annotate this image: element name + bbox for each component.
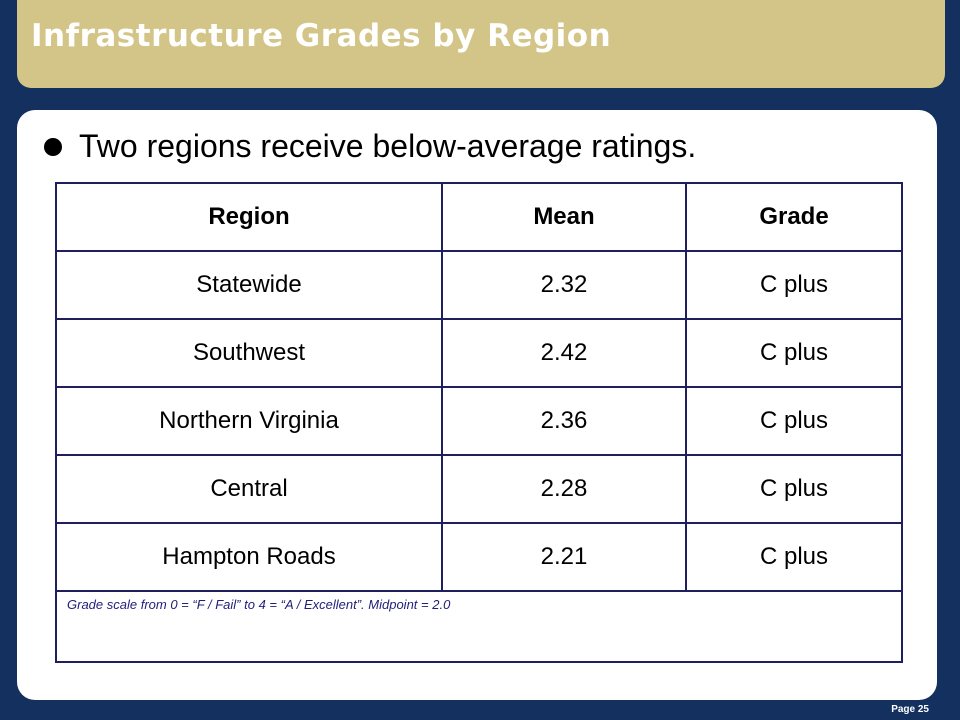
content-panel: Two regions receive below-average rating… (17, 110, 937, 700)
header-grade: Grade (685, 182, 903, 252)
bullet-text: Two regions receive below-average rating… (79, 128, 697, 164)
cell-region: Northern Virginia (55, 386, 443, 456)
bullet-point: Two regions receive below-average rating… (44, 128, 696, 165)
table-row: Statewide 2.32 C plus (55, 250, 903, 320)
table-row: Central 2.28 C plus (55, 454, 903, 524)
grade-scale-footnote: Grade scale from 0 = “F / Fail” to 4 = “… (55, 590, 903, 663)
cell-region: Southwest (55, 318, 443, 388)
table-row: Northern Virginia 2.36 C plus (55, 386, 903, 456)
cell-grade: C plus (685, 454, 903, 524)
bullet-dot-icon (44, 137, 62, 156)
cell-grade: C plus (685, 522, 903, 592)
title-bar: Infrastructure Grades by Region (17, 0, 945, 88)
header-region: Region (55, 182, 443, 252)
cell-region: Hampton Roads (55, 522, 443, 592)
grades-table: Region Mean Grade Statewide 2.32 C plus … (55, 182, 903, 663)
cell-grade: C plus (685, 386, 903, 456)
cell-region: Statewide (55, 250, 443, 320)
page-number: Page 25 (891, 704, 929, 715)
cell-mean: 2.42 (441, 318, 687, 388)
cell-region: Central (55, 454, 443, 524)
table-header-row: Region Mean Grade (55, 182, 903, 252)
cell-mean: 2.36 (441, 386, 687, 456)
cell-mean: 2.28 (441, 454, 687, 524)
cell-grade: C plus (685, 250, 903, 320)
cell-grade: C plus (685, 318, 903, 388)
table-row: Southwest 2.42 C plus (55, 318, 903, 388)
footnote-row: Grade scale from 0 = “F / Fail” to 4 = “… (55, 590, 903, 663)
slide-title: Infrastructure Grades by Region (31, 18, 612, 54)
table-row: Hampton Roads 2.21 C plus (55, 522, 903, 592)
header-mean: Mean (441, 182, 687, 252)
cell-mean: 2.21 (441, 522, 687, 592)
cell-mean: 2.32 (441, 250, 687, 320)
